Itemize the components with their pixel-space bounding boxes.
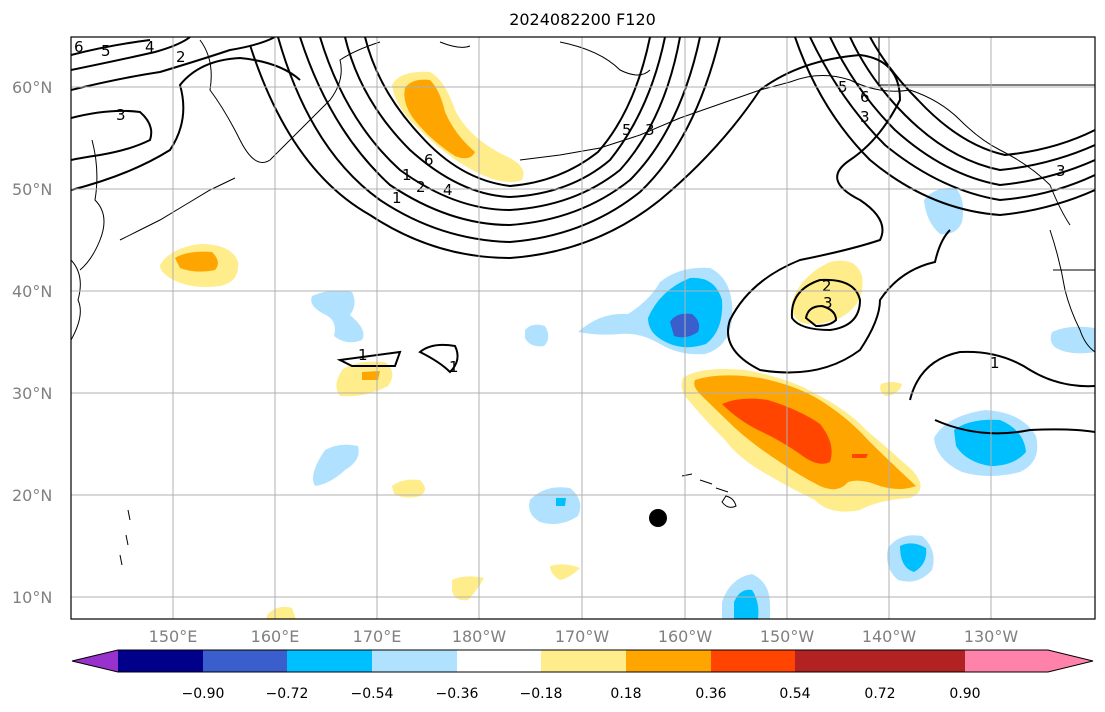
contour-label: 1	[358, 346, 368, 364]
contour-label: 6	[860, 88, 870, 106]
negative-anomaly-area	[529, 487, 581, 524]
lon-label: 140°W	[862, 627, 917, 646]
positive-anomaly-core	[404, 79, 475, 159]
negative-anomaly-core	[556, 498, 566, 506]
lon-label: 130°W	[964, 627, 1019, 646]
lat-label: 60°N	[12, 78, 52, 97]
contour-label: 6	[424, 151, 434, 169]
positive-anomaly-area	[550, 564, 580, 580]
contour-label: 3	[116, 106, 126, 124]
colorbar-tick-label: −0.36	[436, 686, 479, 702]
contour-label: 1	[402, 166, 412, 184]
contour-label: 3	[860, 108, 870, 126]
colorbar-tick-label: −0.54	[351, 686, 394, 702]
negative-anomaly-area	[312, 444, 359, 486]
contour-label: 2	[176, 48, 186, 66]
contour-label: 1	[392, 189, 402, 207]
lon-label: 170°E	[353, 627, 402, 646]
contour-label: 4	[145, 38, 155, 56]
positive-anomaly-area	[452, 576, 484, 601]
coastlines	[71, 37, 1095, 566]
contour-label: 2	[822, 277, 832, 295]
negative-anomaly-area	[1050, 326, 1095, 354]
lat-label: 50°N	[12, 180, 52, 199]
contour-label: 2	[416, 178, 426, 196]
colorbar-outline	[71, 649, 1094, 673]
colorbar-tick-label: 0.54	[779, 686, 810, 702]
positive-anomaly-area	[880, 382, 902, 396]
colorbar-tick-label: 0.90	[949, 686, 980, 702]
contour-label: 5	[101, 42, 111, 60]
positive-anomaly-area	[266, 606, 296, 619]
location-marker	[649, 509, 667, 527]
colorbar-segment	[72, 650, 118, 672]
lat-label: 10°N	[12, 588, 52, 607]
contour-label: 4	[443, 181, 453, 199]
lon-label: 170°W	[555, 627, 610, 646]
colorbar-segment	[626, 650, 711, 672]
map-frame	[70, 36, 1096, 620]
lon-label: 160°W	[658, 627, 713, 646]
colorbar-tick-label: 0.18	[610, 686, 641, 702]
longitude-labels: 150°E 160°E 170°E 180°W 170°W 160°W 150°…	[149, 627, 1019, 646]
colorbar-segment	[965, 650, 1093, 672]
negative-anomaly-area	[924, 187, 964, 235]
contour-label: 3	[823, 294, 833, 312]
gridlines	[71, 37, 1095, 619]
contour-label: 6	[74, 38, 84, 56]
colorbar: −0.90 −0.72 −0.54 −0.36 −0.18 0.18 0.36 …	[71, 649, 1094, 702]
colorbar-segment	[287, 650, 372, 672]
colorbar-tick-label: 0.72	[864, 686, 895, 702]
colorbar-segment	[795, 650, 880, 672]
colorbar-segment	[372, 650, 457, 672]
colorbar-tick-label: −0.18	[520, 686, 563, 702]
lat-label: 30°N	[12, 384, 52, 403]
map-title: 2024082200 F120	[509, 10, 656, 29]
colorbar-segment	[118, 650, 203, 672]
lon-label: 150°W	[760, 627, 815, 646]
positive-anomaly-core	[362, 371, 380, 380]
positive-anomaly-area	[392, 479, 425, 498]
strong-positive-anomaly	[722, 398, 832, 464]
contour-label: 1	[449, 358, 459, 376]
latitude-labels: 60°N 50°N 40°N 30°N 20°N 10°N	[12, 78, 52, 607]
negative-anomaly-core	[900, 543, 927, 572]
contour-label: 3	[645, 121, 655, 139]
colorbar-segment	[541, 650, 626, 672]
contour-label-group: 6 5 4 2 3 1 6 4 2 1 5 3 6 5 3 2 3 1 1 1 …	[74, 38, 1066, 376]
colorbar-segment	[203, 650, 287, 672]
contour-label: 3	[1056, 162, 1066, 180]
colorbar-segment	[457, 650, 541, 672]
lon-label: 160°E	[251, 627, 300, 646]
colorbar-tick-label: −0.90	[182, 686, 225, 702]
colorbar-tick-label: −0.72	[266, 686, 309, 702]
strong-positive-anomaly	[852, 454, 868, 458]
colorbar-tick-label: 0.36	[695, 686, 726, 702]
positive-anomaly-core	[175, 251, 218, 272]
colorbar-segment	[711, 650, 795, 672]
contour-label: 5	[622, 121, 632, 139]
negative-anomaly-area	[311, 290, 364, 343]
lat-label: 20°N	[12, 486, 52, 505]
negative-anomaly-area	[525, 324, 549, 347]
lon-label: 180°W	[452, 627, 507, 646]
contour-label: 1	[990, 354, 1000, 372]
lon-label: 150°E	[149, 627, 198, 646]
shaded-fields	[160, 71, 1095, 619]
positive-anomaly-area	[791, 260, 863, 325]
contour-lines	[71, 37, 1095, 435]
lat-label: 40°N	[12, 282, 52, 301]
colorbar-segment	[880, 650, 965, 672]
